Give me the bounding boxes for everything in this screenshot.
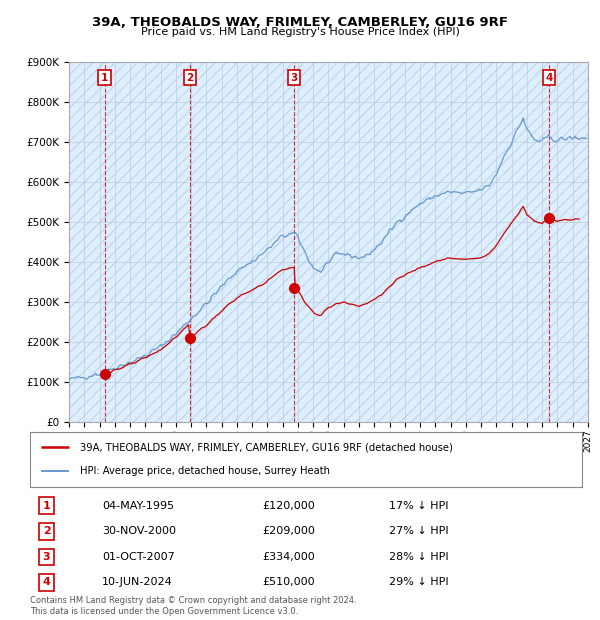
Text: 17% ↓ HPI: 17% ↓ HPI — [389, 501, 448, 511]
Text: 4: 4 — [43, 577, 50, 587]
Text: 30-NOV-2000: 30-NOV-2000 — [102, 526, 176, 536]
Text: £334,000: £334,000 — [262, 552, 314, 562]
Text: 2: 2 — [43, 526, 50, 536]
Text: 28% ↓ HPI: 28% ↓ HPI — [389, 552, 448, 562]
Text: £510,000: £510,000 — [262, 577, 314, 587]
Text: 27% ↓ HPI: 27% ↓ HPI — [389, 526, 448, 536]
Text: £209,000: £209,000 — [262, 526, 315, 536]
Text: 39A, THEOBALDS WAY, FRIMLEY, CAMBERLEY, GU16 9RF (detached house): 39A, THEOBALDS WAY, FRIMLEY, CAMBERLEY, … — [80, 443, 452, 453]
Text: 1: 1 — [101, 73, 109, 83]
Text: 3: 3 — [290, 73, 298, 83]
Text: 2: 2 — [186, 73, 193, 83]
Text: HPI: Average price, detached house, Surrey Heath: HPI: Average price, detached house, Surr… — [80, 466, 329, 476]
Text: 10-JUN-2024: 10-JUN-2024 — [102, 577, 173, 587]
Text: 1: 1 — [43, 501, 50, 511]
Text: Price paid vs. HM Land Registry's House Price Index (HPI): Price paid vs. HM Land Registry's House … — [140, 27, 460, 37]
Text: 3: 3 — [43, 552, 50, 562]
Text: 29% ↓ HPI: 29% ↓ HPI — [389, 577, 448, 587]
Text: 01-OCT-2007: 01-OCT-2007 — [102, 552, 175, 562]
Text: 39A, THEOBALDS WAY, FRIMLEY, CAMBERLEY, GU16 9RF: 39A, THEOBALDS WAY, FRIMLEY, CAMBERLEY, … — [92, 16, 508, 29]
Text: 04-MAY-1995: 04-MAY-1995 — [102, 501, 174, 511]
Text: £120,000: £120,000 — [262, 501, 314, 511]
Text: Contains HM Land Registry data © Crown copyright and database right 2024.
This d: Contains HM Land Registry data © Crown c… — [30, 596, 356, 616]
Text: 4: 4 — [545, 73, 553, 83]
